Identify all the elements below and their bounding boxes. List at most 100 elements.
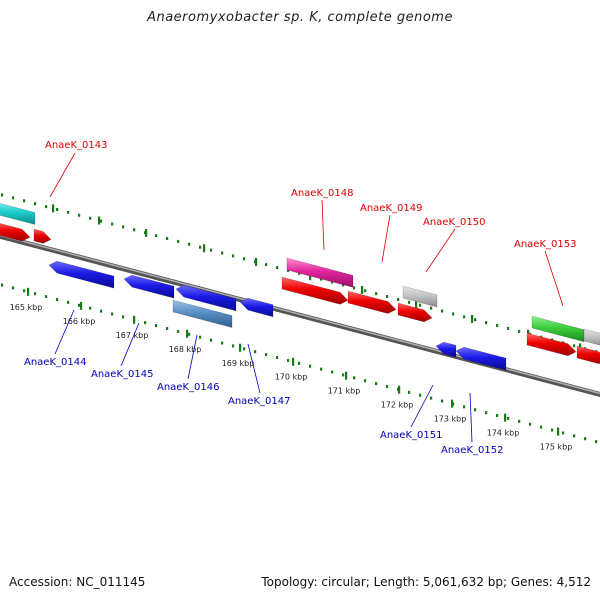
scale-tick-label: 166 kbp <box>63 317 96 326</box>
reverse-scale-track-dot <box>166 327 169 331</box>
scale-tick <box>451 399 454 408</box>
gene-label-AnaeK_0151: AnaeK_0151 <box>380 430 442 441</box>
cds-red-forward <box>526 332 577 357</box>
reverse-scale-track-dot <box>254 350 257 354</box>
forward-scale-track-dot <box>386 295 389 299</box>
cds-red-forward <box>33 228 52 244</box>
reverse-scale-track-dot <box>210 338 213 342</box>
forward-scale-track-dot <box>23 199 26 203</box>
map-title: Anaeromyxobacter sp. K, complete genome <box>147 10 453 25</box>
gene-label-AnaeK_0148: AnaeK_0148 <box>291 188 353 199</box>
reverse-scale-track-dot <box>320 367 323 371</box>
reverse-scale-track-dot <box>122 315 125 319</box>
cds-gray-right <box>583 328 600 346</box>
reverse-scale-track-dot <box>584 437 587 441</box>
cds-red-forward <box>347 290 397 314</box>
scale-tick <box>239 343 242 352</box>
cds-red-forward <box>0 223 31 242</box>
forward-scale-track-dot <box>1 193 4 197</box>
cds-red-forward <box>576 345 600 365</box>
scale-tick-label: 168 kbp <box>169 345 202 354</box>
reverse-scale-track-dot <box>78 303 81 307</box>
forward-scale-track-dot <box>430 306 433 310</box>
scale-tick <box>80 301 83 310</box>
gene-label-AnaeK_0149: AnaeK_0149 <box>360 203 422 214</box>
forward-major-tick <box>415 300 418 309</box>
forward-scale-track-dot <box>364 289 367 293</box>
forward-scale-track-dot <box>375 292 378 296</box>
gene-leader-line <box>187 334 198 380</box>
reverse-scale-track-dot <box>529 422 532 426</box>
scale-tick-label: 174 kbp <box>487 429 520 438</box>
gene-label-AnaeK_0152: AnaeK_0152 <box>441 445 503 456</box>
cds-blue-reverse <box>455 346 507 371</box>
cds-green-AnaeK_0153 <box>531 315 585 343</box>
forward-scale-track-dot <box>78 213 81 217</box>
reverse-scale-track-dot <box>595 440 598 444</box>
reverse-scale-track-dot <box>551 428 554 432</box>
reverse-scale-track-dot <box>1 283 4 287</box>
genome-backbone <box>0 233 600 398</box>
reverse-scale-track-dot <box>419 393 422 397</box>
forward-scale-track-dot <box>342 283 345 287</box>
scale-tick-label: 175 kbp <box>540 443 573 452</box>
reverse-scale-track-dot <box>287 358 290 362</box>
forward-scale-track-dot <box>474 318 477 322</box>
forward-scale-track-dot <box>441 309 444 313</box>
gene-leader-line <box>469 392 473 443</box>
gene-label-AnaeK_0153: AnaeK_0153 <box>514 239 576 250</box>
scale-tick-label: 170 kbp <box>275 373 308 382</box>
forward-scale-track-dot <box>408 300 411 304</box>
reverse-scale-track-dot <box>298 361 301 365</box>
forward-scale-track-dot <box>199 245 202 249</box>
reverse-scale-track-dot <box>155 324 158 328</box>
scale-tick <box>133 315 136 324</box>
reverse-scale-track-dot <box>485 411 488 415</box>
cds-red-forward <box>397 302 433 323</box>
forward-scale-track-dot <box>243 257 246 261</box>
reverse-scale-track-dot <box>23 289 26 293</box>
scale-tick <box>292 357 295 366</box>
forward-scale-track-dot <box>100 219 103 223</box>
accession-text: Accession: NC_011145 <box>9 575 146 589</box>
reverse-scale-track-dot <box>375 382 378 386</box>
scale-tick-label: 171 kbp <box>328 387 361 396</box>
forward-scale-track-dot <box>320 277 323 281</box>
reverse-scale-track-dot <box>221 341 224 345</box>
reverse-scale-track-dot <box>408 390 411 394</box>
gene-leader-line <box>49 152 76 198</box>
cds-blue-reverse <box>175 284 237 312</box>
gene-label-AnaeK_0144: AnaeK_0144 <box>24 357 86 368</box>
forward-scale-track-dot <box>56 208 59 212</box>
forward-scale-track-dot <box>34 202 37 206</box>
genome-backbone-highlight <box>0 234 600 395</box>
cds-blue-reverse <box>123 274 175 299</box>
forward-major-tick <box>145 228 148 237</box>
cds-cyan-AnaeK_0143 <box>0 203 36 225</box>
forward-scale-track-dot <box>265 263 268 267</box>
reverse-scale-track-dot <box>430 396 433 400</box>
reverse-scale-track-dot <box>232 344 235 348</box>
forward-scale-track-dot <box>45 205 48 209</box>
forward-scale-track-dot <box>221 251 224 255</box>
scale-tick <box>398 385 401 394</box>
topology-text: Topology: circular; Length: 5,061,632 bp… <box>261 575 591 589</box>
reverse-scale-track-dot <box>540 425 543 429</box>
reverse-scale-track-dot <box>45 295 48 299</box>
scale-tick <box>557 427 560 436</box>
forward-scale-track-dot <box>12 196 15 200</box>
forward-scale-track-dot <box>353 286 356 290</box>
forward-scale-track-dot <box>298 271 301 275</box>
scale-tick-label: 172 kbp <box>381 401 414 410</box>
reverse-scale-track-dot <box>188 332 191 336</box>
reverse-scale-track-dot <box>496 414 499 418</box>
gene-leader-line <box>410 384 434 428</box>
cds-red-forward <box>281 276 349 305</box>
forward-scale-track-dot <box>573 344 576 348</box>
reverse-scale-track-dot <box>342 373 345 377</box>
gene-label-AnaeK_0143: AnaeK_0143 <box>45 140 107 151</box>
forward-major-tick <box>309 272 312 281</box>
reverse-scale-track-dot <box>463 405 466 409</box>
